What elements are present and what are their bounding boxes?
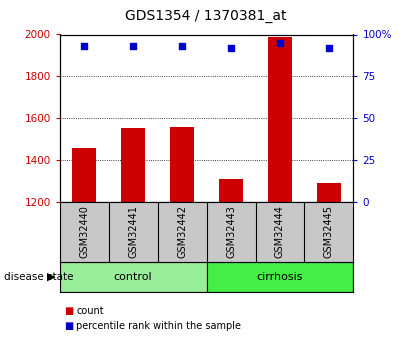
Point — [81, 43, 88, 49]
Text: disease state: disease state — [4, 272, 74, 282]
Bar — [121, 128, 145, 202]
Text: GSM32442: GSM32442 — [177, 205, 187, 258]
Bar — [219, 179, 243, 202]
Bar — [206, 262, 353, 292]
Text: ■: ■ — [64, 321, 73, 331]
Text: control: control — [114, 272, 152, 282]
Point — [228, 45, 234, 51]
Point — [130, 43, 136, 49]
Bar — [268, 37, 292, 202]
Text: GDS1354 / 1370381_at: GDS1354 / 1370381_at — [125, 9, 286, 23]
Text: ■: ■ — [64, 306, 73, 316]
Text: GSM32445: GSM32445 — [324, 205, 334, 258]
Text: GSM32443: GSM32443 — [226, 205, 236, 258]
Text: percentile rank within the sample: percentile rank within the sample — [76, 321, 241, 331]
Text: ▶: ▶ — [47, 272, 55, 282]
Text: GSM32444: GSM32444 — [275, 205, 285, 258]
Text: GSM32440: GSM32440 — [79, 205, 89, 258]
Point — [277, 40, 283, 46]
Point — [326, 45, 332, 51]
Bar — [72, 148, 96, 202]
Bar — [317, 183, 341, 202]
Bar — [60, 262, 206, 292]
Text: count: count — [76, 306, 104, 316]
Bar — [170, 127, 194, 202]
Text: GSM32441: GSM32441 — [128, 205, 138, 258]
Point — [179, 43, 185, 49]
Text: cirrhosis: cirrhosis — [257, 272, 303, 282]
